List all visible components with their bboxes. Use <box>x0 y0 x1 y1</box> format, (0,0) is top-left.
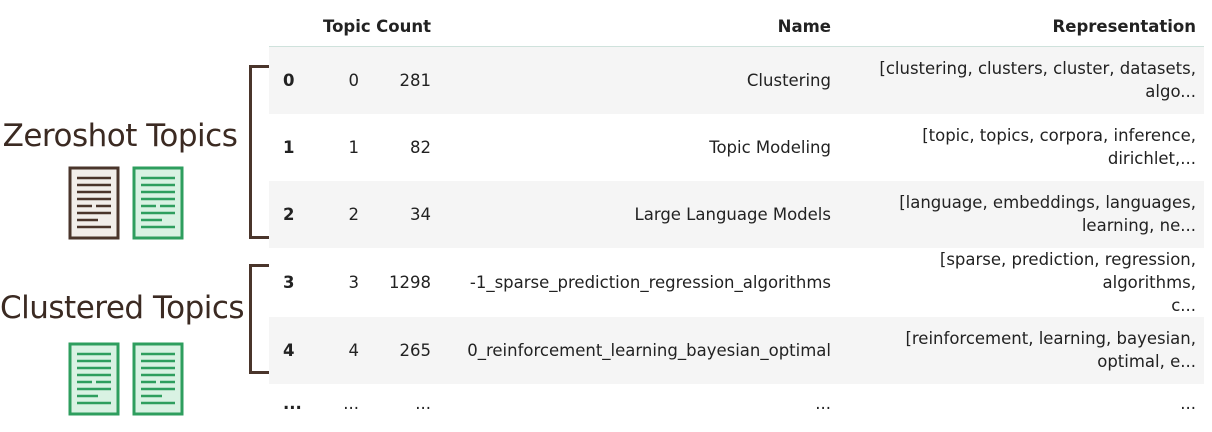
table-header: Topic Count Name Representation <box>269 6 1204 47</box>
cell-topic: 0 <box>348 70 360 90</box>
table-body: 0 0 281 Clustering [clustering, clusters… <box>269 46 1204 424</box>
rep-line-1: [topic, topics, corpora, inference, <box>922 126 1196 145</box>
row-index: 4 <box>283 340 295 360</box>
row-index: 1 <box>283 137 295 157</box>
header-count[interactable]: Count <box>367 6 439 47</box>
cell-count: 34 <box>410 204 431 224</box>
zeroshot-bracket <box>249 65 313 239</box>
cell-count: 82 <box>410 137 431 157</box>
cell-topic: ... <box>343 394 359 413</box>
row-index: ... <box>283 394 302 413</box>
clustered-bracket <box>249 264 313 374</box>
header-representation[interactable]: Representation <box>839 6 1204 47</box>
cell-representation: ... <box>1180 394 1196 413</box>
rep-line-1: [reinforcement, learning, bayesian, <box>905 329 1196 348</box>
topics-table: Topic Count Name Representation 0 0 281 … <box>269 6 1204 424</box>
table-row: 0 0 281 Clustering [clustering, clusters… <box>269 46 1204 114</box>
cell-representation: [sparse, prediction, regression, algorit… <box>839 248 1204 317</box>
cell-topic: 3 <box>348 272 360 292</box>
cell-topic: 1 <box>348 137 360 157</box>
zeroshot-documents-illustration <box>68 166 184 240</box>
cell-topic: 2 <box>348 204 360 224</box>
cell-topic: 4 <box>348 340 360 360</box>
green-document-icon <box>132 342 184 416</box>
rep-line-1: [language, embeddings, languages, <box>899 193 1196 212</box>
cell-count: 281 <box>399 70 432 90</box>
row-index: 3 <box>283 272 295 292</box>
table-row: 4 4 265 0_reinforcement_learning_bayesia… <box>269 316 1204 384</box>
clustered-documents-illustration <box>68 342 184 416</box>
rep-line-2: algo... <box>1145 82 1196 102</box>
table-row-ellipsis: ... ... ... ... ... <box>269 383 1204 424</box>
cell-representation: [topic, topics, corpora, inference, diric… <box>839 114 1204 181</box>
cell-name: -1_sparse_prediction_regression_algorith… <box>469 272 831 292</box>
header-name[interactable]: Name <box>439 6 839 47</box>
rep-line-2: dirichlet,... <box>1107 149 1196 168</box>
rep-line-2: optimal, e... <box>1097 352 1196 371</box>
cell-name: Topic Modeling <box>709 137 831 157</box>
cell-count: 265 <box>399 340 432 360</box>
header-topic[interactable]: Topic <box>315 6 371 47</box>
cell-name: Large Language Models <box>634 204 831 224</box>
rep-line-1: [sparse, prediction, regression, algorit… <box>939 249 1196 292</box>
green-document-icon <box>68 342 120 416</box>
cell-count: ... <box>415 394 431 413</box>
cell-name: 0_reinforcement_learning_bayesian_optima… <box>467 340 831 360</box>
clustered-topics-label: Clustered Topics <box>0 290 245 326</box>
table-row: 1 1 82 Topic Modeling [topic, topics, co… <box>269 113 1204 181</box>
cell-representation: [language, embeddings, languages, learnin… <box>839 181 1204 248</box>
dark-document-icon <box>68 166 120 240</box>
cell-name: ... <box>815 394 831 413</box>
cell-count: 1298 <box>389 272 431 292</box>
rep-line-2: c... <box>1171 295 1196 315</box>
zeroshot-topics-label: Zeroshot Topics <box>2 118 238 154</box>
table-row: 2 2 34 Large Language Models [language, … <box>269 180 1204 248</box>
cell-representation: [reinforcement, learning, bayesian, optim… <box>839 317 1204 384</box>
table-row: 3 3 1298 -1_sparse_prediction_regression… <box>269 247 1204 317</box>
cell-name: Clustering <box>746 70 831 90</box>
green-document-icon <box>132 166 184 240</box>
header-row: Topic Count Name Representation <box>269 6 1204 47</box>
rep-line-2: learning, ne... <box>1081 216 1196 235</box>
row-index: 0 <box>283 70 295 90</box>
rep-line-1: [clustering, clusters, cluster, datasets… <box>879 59 1196 79</box>
cell-representation: [clustering, clusters, cluster, datasets… <box>839 47 1204 114</box>
header-index <box>269 6 315 47</box>
row-index: 2 <box>283 204 295 224</box>
